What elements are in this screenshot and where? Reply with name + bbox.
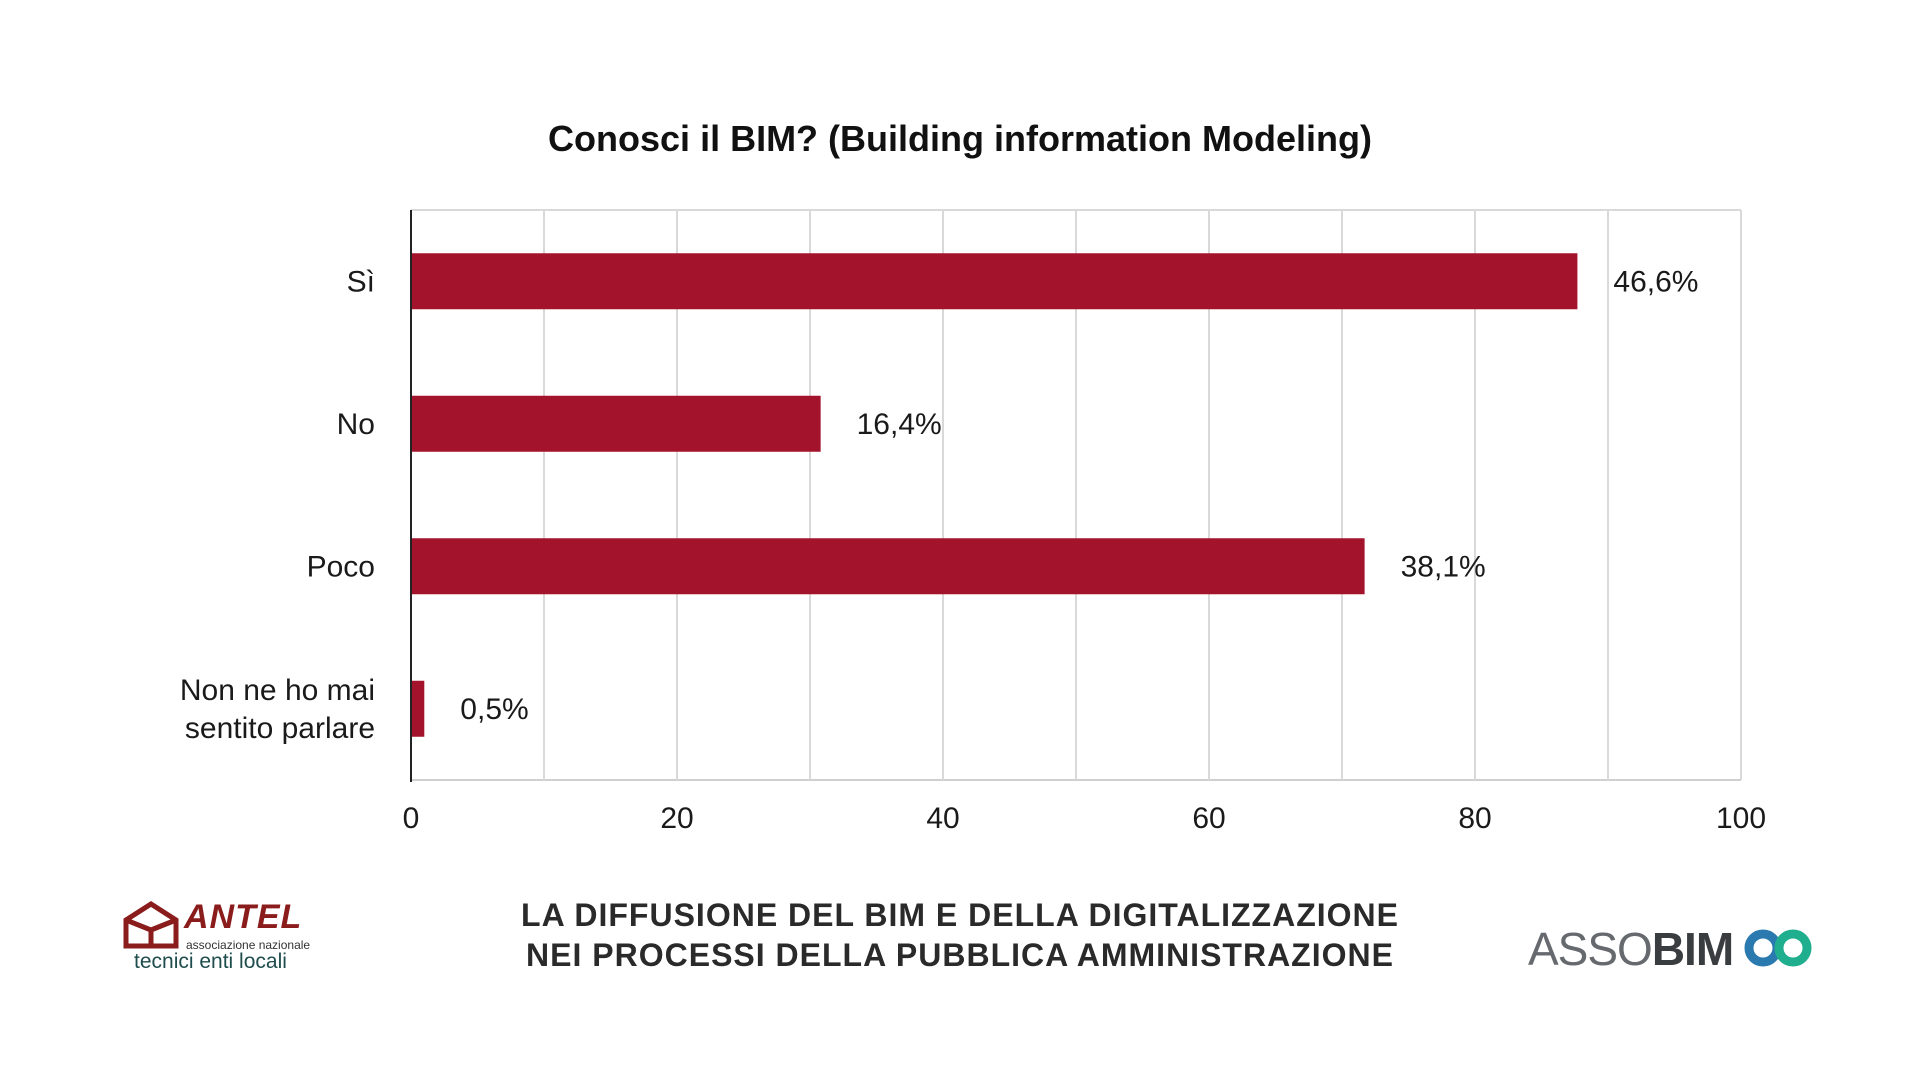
assobim-wordmark: ASSOBIM: [1528, 922, 1734, 976]
assobim-light: ASSO: [1528, 923, 1653, 975]
chart-title: Conosci il BIM? (Building information Mo…: [548, 118, 1372, 159]
survey-title-line-2: NEI PROCESSI DELLA PUBBLICA AMMINISTRAZI…: [526, 937, 1394, 973]
bars: [412, 253, 1578, 737]
x-tick-label-4: 80: [1458, 802, 1491, 835]
antel-subtitle: associazione nazionale: [186, 938, 311, 952]
x-tick-label-1: 20: [660, 802, 693, 835]
bar-2: [412, 538, 1365, 595]
category-label-0: Sì: [347, 265, 375, 298]
survey-title-line-1: LA DIFFUSIONE DEL BIM E DELLA DIGITALIZZ…: [521, 897, 1399, 933]
bar-0: [412, 253, 1578, 310]
bar-1: [412, 395, 821, 452]
x-tick-label-0: 0: [403, 802, 420, 835]
category-label-1: No: [337, 408, 375, 441]
value-label-1: 16,4%: [857, 408, 942, 441]
category-label-2: Poco: [307, 550, 375, 583]
infinity-icon: [1744, 929, 1812, 967]
antel-logo: ANTEL associazione nazionale tecnici ent…: [122, 898, 322, 978]
x-tick-label-2: 40: [926, 802, 959, 835]
category-label-line: Sì: [347, 265, 375, 298]
category-label-line: Poco: [307, 550, 375, 583]
house-icon: [123, 901, 179, 949]
x-axis-ticks: 0 20 40 60 80 100: [403, 802, 1766, 835]
value-label-0: 46,6%: [1613, 265, 1698, 298]
category-labels: Sì No Poco Non ne ho mai sentito parlare: [180, 265, 375, 745]
x-tick-label-5: 100: [1716, 802, 1766, 835]
category-label-line: No: [337, 408, 375, 441]
category-label-line: sentito parlare: [185, 712, 375, 745]
value-label-2: 38,1%: [1401, 550, 1486, 583]
antel-tagline: tecnici enti locali: [134, 950, 287, 973]
bar-chart: 46,6% 16,4% 38,1% 0,5% Sì No Poco Non ne ho ma…: [180, 209, 1766, 835]
value-labels: 46,6% 16,4% 38,1% 0,5%: [460, 265, 1698, 726]
assobim-bold: BIM: [1651, 923, 1734, 975]
bar-3: [412, 680, 425, 737]
category-label-line: Non ne ho mai: [180, 674, 375, 707]
x-tick-label-3: 60: [1192, 802, 1225, 835]
category-label-3: Non ne ho mai sentito parlare: [180, 674, 375, 745]
antel-name: ANTEL: [184, 898, 303, 936]
value-label-3: 0,5%: [460, 693, 528, 726]
survey-title: LA DIFFUSIONE DEL BIM E DELLA DIGITALIZZ…: [460, 895, 1460, 975]
assobim-logo: ASSOBIM: [1528, 922, 1828, 978]
